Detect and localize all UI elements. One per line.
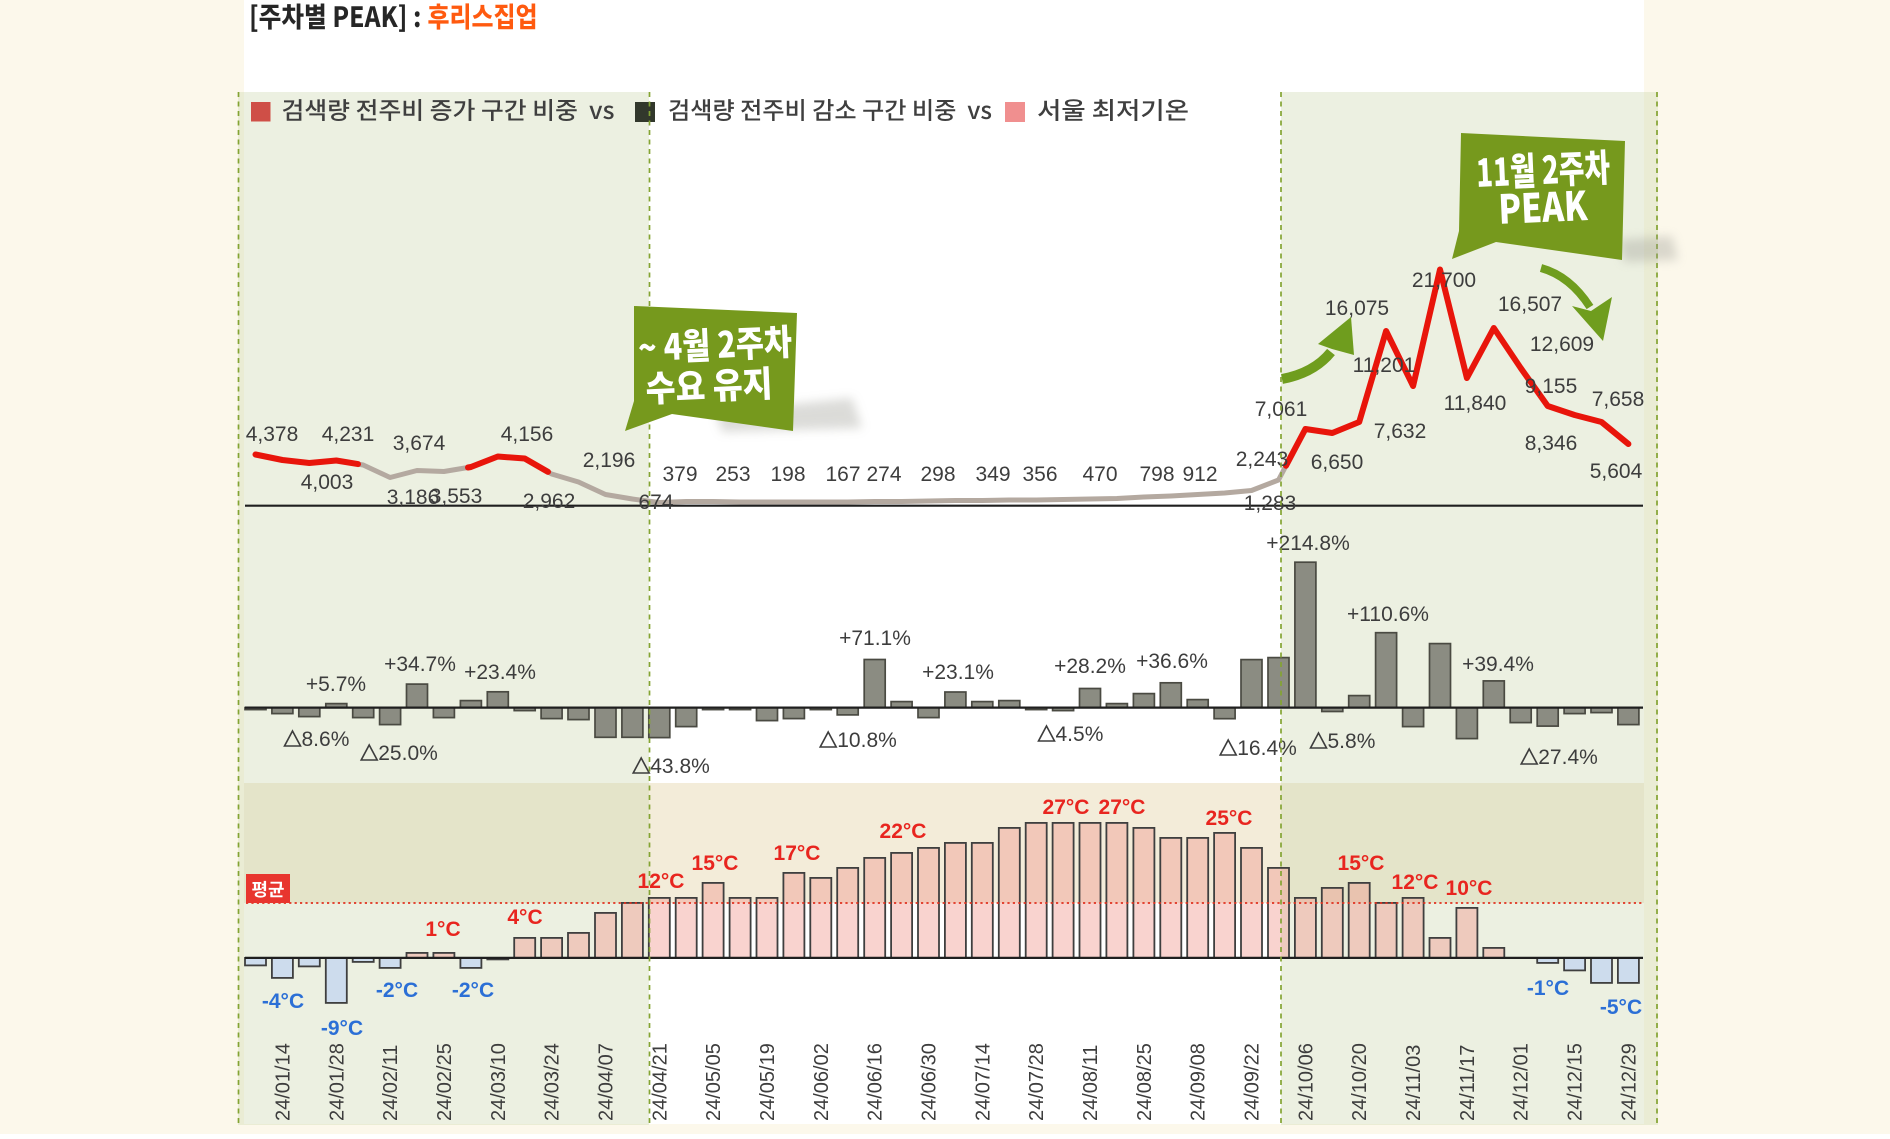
svg-text:912: 912 — [1182, 463, 1217, 486]
svg-text:253: 253 — [715, 463, 750, 486]
svg-text:4°C: 4°C — [507, 906, 542, 929]
svg-text:10.8%: 10.8% — [837, 729, 897, 752]
svg-text:298: 298 — [920, 463, 955, 486]
svg-text:3,674: 3,674 — [393, 432, 446, 455]
svg-text:27.4%: 27.4% — [1538, 746, 1598, 769]
svg-text:16,075: 16,075 — [1325, 297, 1389, 320]
svg-text:379: 379 — [662, 463, 697, 486]
svg-text:1°C: 1°C — [425, 918, 460, 941]
svg-text:43.8%: 43.8% — [650, 755, 710, 778]
svg-text:24/10/06: 24/10/06 — [1295, 1043, 1317, 1121]
svg-text:16.4%: 16.4% — [1237, 737, 1297, 760]
svg-text:11,840: 11,840 — [1444, 392, 1507, 415]
svg-text:1,283: 1,283 — [1244, 492, 1297, 515]
svg-text:-2°C: -2°C — [376, 979, 418, 1002]
svg-text:-1°C: -1°C — [1527, 977, 1569, 1000]
svg-text:9,155: 9,155 — [1525, 375, 1578, 398]
svg-text:24/01/28: 24/01/28 — [326, 1043, 348, 1121]
svg-text:25°C: 25°C — [1206, 807, 1253, 830]
svg-text:798: 798 — [1139, 463, 1174, 486]
svg-text:22°C: 22°C — [880, 820, 927, 843]
svg-text:24/12/01: 24/12/01 — [1511, 1043, 1533, 1121]
svg-text:24/01/14: 24/01/14 — [272, 1043, 294, 1121]
svg-text:+71.1%: +71.1% — [839, 627, 911, 650]
svg-text:4.5%: 4.5% — [1056, 723, 1104, 746]
svg-text:6,650: 6,650 — [1311, 451, 1364, 474]
svg-text:15°C: 15°C — [692, 852, 739, 875]
svg-text:-2°C: -2°C — [452, 979, 494, 1002]
svg-text:-4°C: -4°C — [262, 990, 304, 1013]
svg-text:24/09/08: 24/09/08 — [1188, 1043, 1210, 1121]
svg-text:24/08/25: 24/08/25 — [1134, 1043, 1156, 1121]
svg-text:24/06/02: 24/06/02 — [811, 1043, 833, 1121]
svg-text:167: 167 — [825, 463, 860, 486]
svg-text:4,231: 4,231 — [322, 423, 375, 446]
svg-text:7,658: 7,658 — [1592, 388, 1645, 411]
svg-text:198: 198 — [770, 463, 805, 486]
svg-text:5,604: 5,604 — [1590, 460, 1643, 483]
svg-text:24/02/25: 24/02/25 — [434, 1043, 456, 1121]
svg-text:24/11/03: 24/11/03 — [1403, 1045, 1425, 1121]
svg-text:+34.7%: +34.7% — [384, 653, 456, 676]
svg-text:21,700: 21,700 — [1412, 269, 1476, 292]
svg-text:24/11/17: 24/11/17 — [1457, 1045, 1479, 1121]
svg-text:-9°C: -9°C — [321, 1017, 363, 1040]
svg-text:24/04/07: 24/04/07 — [596, 1043, 618, 1121]
svg-text:4,156: 4,156 — [501, 423, 554, 446]
svg-text:2,243: 2,243 — [1236, 448, 1289, 471]
svg-text:12,609: 12,609 — [1530, 333, 1594, 356]
svg-text:4,378: 4,378 — [246, 423, 299, 446]
svg-text:+36.6%: +36.6% — [1136, 650, 1208, 673]
svg-text:+28.2%: +28.2% — [1054, 655, 1126, 678]
svg-text:24/12/15: 24/12/15 — [1565, 1043, 1587, 1121]
svg-text:12°C: 12°C — [638, 870, 685, 893]
svg-text:17°C: 17°C — [774, 842, 821, 865]
svg-text:-5°C: -5°C — [1600, 996, 1642, 1019]
svg-text:3,553: 3,553 — [430, 485, 483, 508]
svg-text:24/02/11: 24/02/11 — [380, 1045, 402, 1121]
svg-text:674: 674 — [638, 491, 673, 514]
svg-text:24/05/05: 24/05/05 — [703, 1043, 725, 1121]
svg-text:12°C: 12°C — [1392, 871, 1439, 894]
svg-text:2,196: 2,196 — [583, 449, 636, 472]
svg-text:24/12/29: 24/12/29 — [1618, 1043, 1640, 1121]
svg-text:24/03/10: 24/03/10 — [488, 1043, 510, 1121]
svg-text:+23.1%: +23.1% — [922, 661, 994, 684]
svg-text:24/05/19: 24/05/19 — [757, 1043, 779, 1121]
svg-text:24/10/20: 24/10/20 — [1349, 1043, 1371, 1121]
svg-text:25.0%: 25.0% — [378, 742, 438, 765]
svg-text:24/07/28: 24/07/28 — [1026, 1043, 1048, 1121]
svg-text:24/03/24: 24/03/24 — [542, 1043, 564, 1121]
svg-text:+23.4%: +23.4% — [464, 661, 536, 684]
svg-text:4,003: 4,003 — [301, 471, 354, 494]
svg-text:24/06/30: 24/06/30 — [919, 1043, 941, 1121]
svg-text:356: 356 — [1022, 463, 1057, 486]
svg-text:10°C: 10°C — [1446, 877, 1493, 900]
svg-text:7,632: 7,632 — [1374, 420, 1427, 443]
svg-text:24/08/11: 24/08/11 — [1080, 1045, 1102, 1121]
svg-text:349: 349 — [975, 463, 1010, 486]
svg-text:8,346: 8,346 — [1525, 432, 1578, 455]
svg-text:+39.4%: +39.4% — [1462, 653, 1534, 676]
svg-text:470: 470 — [1082, 463, 1117, 486]
svg-text:8.6%: 8.6% — [302, 728, 350, 751]
svg-text:24/06/16: 24/06/16 — [865, 1043, 887, 1121]
svg-text:16,507: 16,507 — [1498, 293, 1562, 316]
svg-text:+214.8%: +214.8% — [1266, 532, 1350, 555]
svg-text:24/04/21: 24/04/21 — [649, 1043, 671, 1121]
svg-text:15°C: 15°C — [1338, 852, 1385, 875]
svg-text:+5.7%: +5.7% — [306, 673, 366, 696]
svg-text:2,962: 2,962 — [523, 490, 576, 513]
svg-text:27°C: 27°C — [1043, 796, 1090, 819]
svg-text:5.8%: 5.8% — [1328, 730, 1376, 753]
svg-text:+110.6%: +110.6% — [1347, 603, 1429, 626]
svg-text:24/07/14: 24/07/14 — [972, 1043, 994, 1121]
svg-text:27°C: 27°C — [1099, 796, 1146, 819]
svg-text:11,201: 11,201 — [1353, 354, 1416, 377]
svg-text:24/09/22: 24/09/22 — [1242, 1043, 1264, 1121]
svg-text:274: 274 — [866, 463, 901, 486]
svg-text:3,186: 3,186 — [387, 486, 440, 509]
